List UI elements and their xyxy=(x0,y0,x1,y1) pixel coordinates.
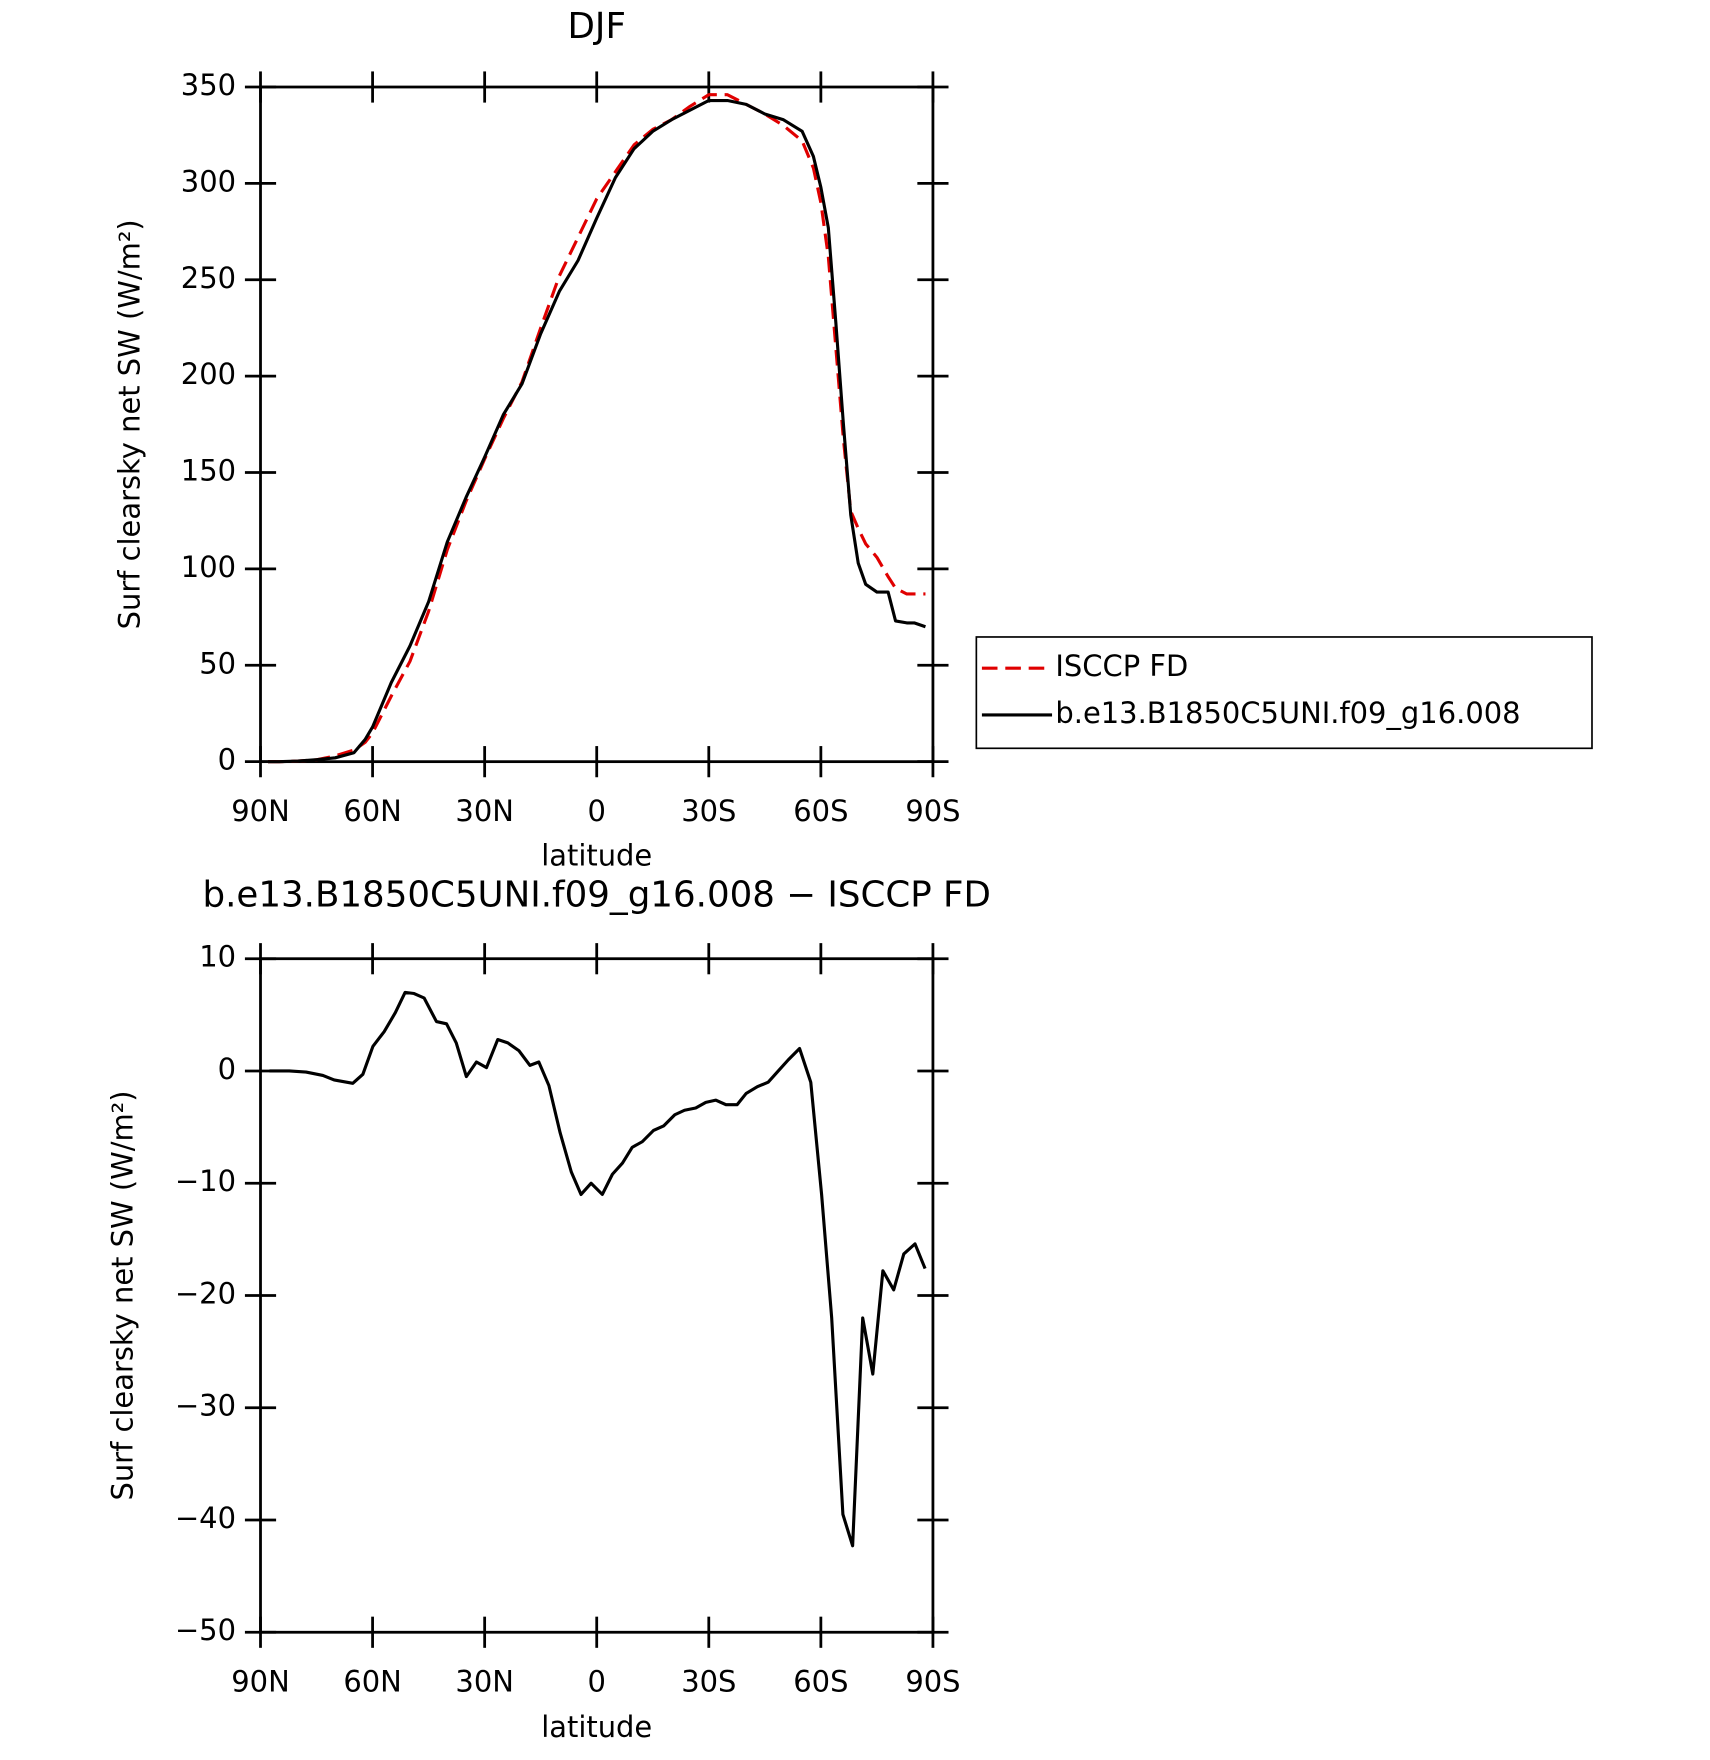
y-tick-label: 150 xyxy=(181,454,236,488)
legend-box xyxy=(975,636,1593,750)
y-tick-label: −40 xyxy=(175,1501,236,1535)
x-tick-label: 90S xyxy=(905,1664,960,1698)
y-tick-label: −30 xyxy=(175,1389,236,1423)
x-tick-label: 60S xyxy=(793,794,848,828)
y-axis-label: Surf clearsky net SW (W/m²) xyxy=(112,219,146,629)
x-axis-label: latitude xyxy=(541,1710,652,1744)
y-tick-label: −10 xyxy=(175,1164,236,1198)
chart-title: DJF xyxy=(568,6,626,47)
x-axis-label: latitude xyxy=(541,838,652,872)
x-tick-label: 60S xyxy=(793,1664,848,1698)
y-axis-label: Surf clearsky net SW (W/m²) xyxy=(106,1090,140,1500)
plot-frame xyxy=(259,85,935,764)
plot-frame xyxy=(259,957,935,1634)
x-tick-label: 30S xyxy=(681,1664,736,1698)
legend-label: b.e13.B1850C5UNI.f09_g16.008 xyxy=(1055,696,1520,730)
x-tick-label: 90N xyxy=(231,794,289,828)
y-tick-label: 350 xyxy=(181,68,236,102)
y-tick-label: −20 xyxy=(175,1276,236,1310)
y-tick-label: 0 xyxy=(218,1052,236,1086)
x-tick-label: 30N xyxy=(455,794,513,828)
x-tick-label: 30N xyxy=(455,1664,513,1698)
y-tick-label: 0 xyxy=(218,743,236,777)
legend-label: ISCCP FD xyxy=(1055,649,1188,683)
x-tick-label: 30S xyxy=(681,794,736,828)
x-tick-label: 60N xyxy=(343,1664,401,1698)
x-tick-label: 0 xyxy=(588,1664,606,1698)
x-tick-label: 90S xyxy=(905,794,960,828)
x-tick-label: 60N xyxy=(343,794,401,828)
data-line xyxy=(267,93,926,764)
data-line xyxy=(267,98,926,764)
y-tick-label: 100 xyxy=(181,550,236,584)
y-tick-label: 10 xyxy=(199,940,236,974)
y-tick-label: 300 xyxy=(181,164,236,198)
y-tick-label: 200 xyxy=(181,357,236,391)
data-line xyxy=(269,990,927,1548)
y-tick-label: 250 xyxy=(181,261,236,295)
y-tick-label: −50 xyxy=(175,1613,236,1647)
x-tick-label: 90N xyxy=(231,1664,289,1698)
y-tick-label: 50 xyxy=(199,646,236,680)
chart-title: b.e13.B1850C5UNI.f09_g16.008 − ISCCP FD xyxy=(203,874,991,915)
x-tick-label: 0 xyxy=(588,794,606,828)
